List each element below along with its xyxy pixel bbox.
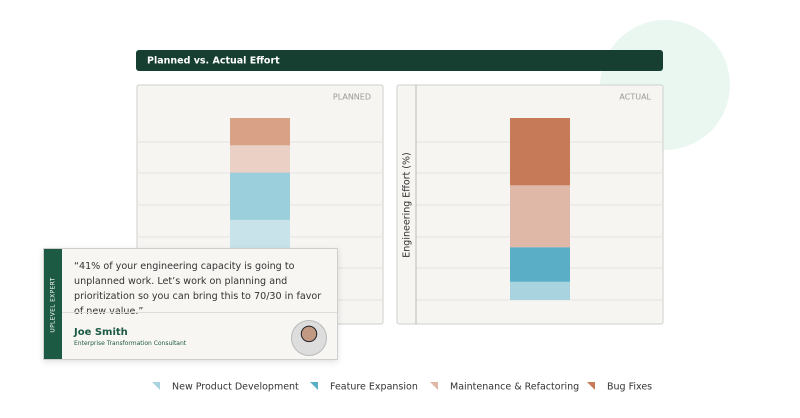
avatar — [291, 320, 327, 356]
legend-label: Feature Expansion — [330, 382, 418, 393]
bar-segment — [230, 145, 290, 173]
bar-segment — [510, 118, 570, 186]
badge: UPLEVEL EXPERT — [49, 277, 57, 333]
quote-card: UPLEVEL EXPERT “41% of your engineering … — [43, 248, 338, 360]
bar-segment — [230, 172, 290, 220]
y-axis-label: Engineering Effort (%) — [402, 152, 413, 257]
legend-marker — [310, 382, 318, 390]
author-name: Joe Smith — [74, 327, 128, 338]
panel-label: ACTUAL — [619, 93, 651, 102]
bar-segment — [510, 281, 570, 300]
legend-label: New Product Development — [172, 382, 299, 393]
quote-strip: UPLEVEL EXPERT — [44, 249, 62, 359]
legend-label: Maintenance & Refactoring — [450, 382, 579, 393]
legend-marker — [430, 382, 438, 390]
bar-segment — [510, 185, 570, 248]
header-title: Planned vs. Actual Effort — [147, 56, 280, 67]
bar-segment — [230, 118, 290, 146]
header-bar — [136, 50, 663, 71]
quote-text: “41% of your engineering capacity is goi… — [74, 261, 322, 317]
legend-label: Bug Fixes — [607, 382, 652, 393]
bar-segment — [510, 247, 570, 282]
legend-marker — [587, 382, 595, 390]
panel-label: PLANNED — [333, 93, 371, 102]
legend-marker — [152, 382, 160, 390]
author-role: Enterprise Transformation Consultant — [74, 340, 187, 347]
divider — [62, 312, 337, 313]
